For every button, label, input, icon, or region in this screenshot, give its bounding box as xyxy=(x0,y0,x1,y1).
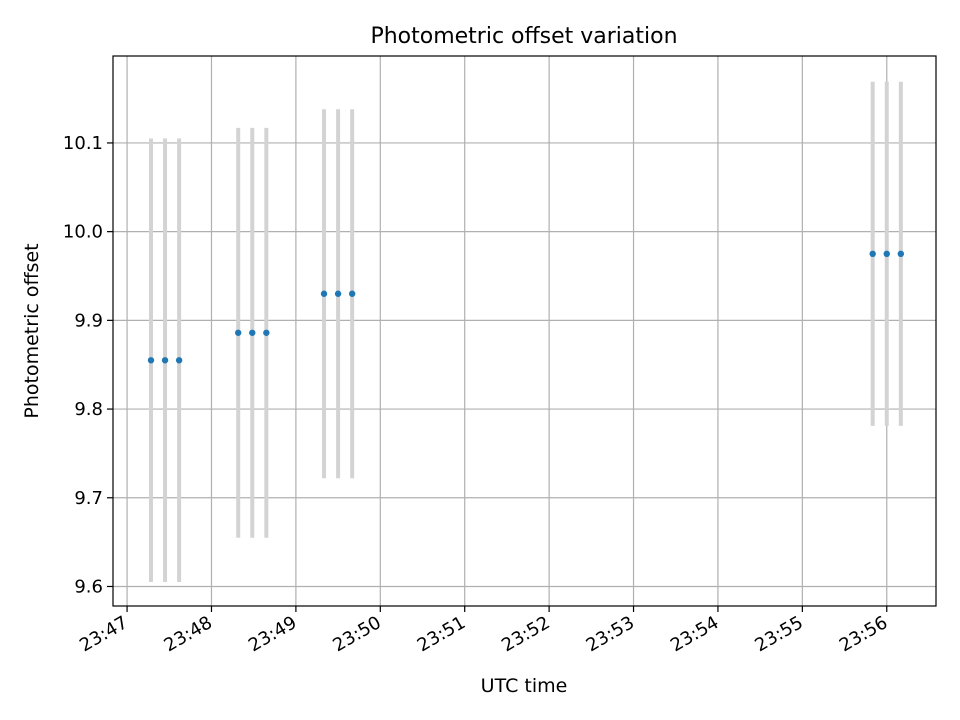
y-tick-label: 9.7 xyxy=(74,488,103,509)
data-point xyxy=(235,329,242,336)
chart-title: Photometric offset variation xyxy=(370,24,677,49)
data-point xyxy=(897,250,905,258)
data-points xyxy=(147,250,905,364)
data-point xyxy=(249,329,256,336)
data-point xyxy=(320,290,328,297)
data-point xyxy=(334,290,342,297)
y-tick-label: 9.6 xyxy=(74,576,103,597)
data-point xyxy=(161,357,169,364)
plot-frame xyxy=(112,55,937,607)
y-axis-label: Photometric offset xyxy=(21,243,43,418)
data-point xyxy=(883,250,890,258)
y-tick-label: 9.8 xyxy=(74,399,103,420)
data-point xyxy=(175,357,183,364)
data-point xyxy=(869,250,876,258)
y-tick-label: 9.9 xyxy=(74,310,103,331)
data-point xyxy=(263,329,270,336)
y-tick-label: 10.1 xyxy=(63,133,103,154)
x-axis-label: UTC time xyxy=(481,675,568,697)
data-point xyxy=(147,357,155,364)
data-point xyxy=(348,290,356,297)
grid xyxy=(113,56,936,606)
y-tick-label: 10.0 xyxy=(63,222,103,243)
